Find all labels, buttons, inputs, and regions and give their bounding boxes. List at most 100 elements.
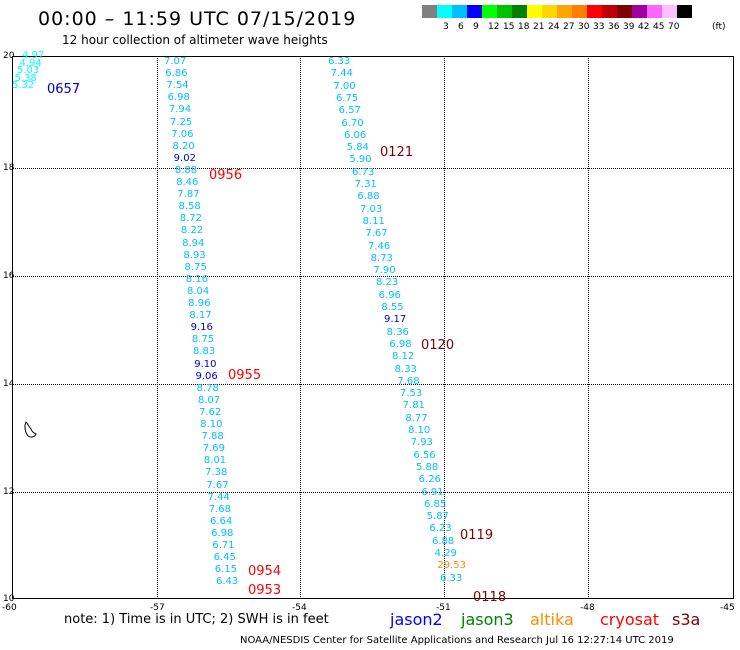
wave-height-value: 6.33 [440, 572, 463, 584]
wave-height-value: 6.33 [328, 56, 351, 67]
legend-label: 18 [518, 22, 530, 32]
wave-height-value: 8.11 [362, 215, 385, 227]
satellite-legend-jason2: jason2 [390, 610, 443, 629]
wave-height-value: 9.06 [195, 370, 218, 382]
color-legend: 3 6 9 12 15 18 21 24 27 30 33 36 39 42 45 70 [422, 5, 692, 32]
latitude-gridline [12, 384, 734, 385]
x-tick-label: -54 [292, 603, 307, 613]
legend-swatch: 33 [587, 5, 604, 32]
wave-height-value: 29.53 [437, 560, 466, 572]
longitude-gridline [588, 56, 589, 599]
wave-height-value: 7.07 [164, 56, 187, 67]
legend-swatch: 9 [467, 5, 482, 32]
wave-height-value: 7.44 [330, 68, 353, 80]
wave-height-value: 6.86 [165, 68, 188, 80]
wave-height-value: 8.94 [182, 237, 205, 249]
wave-height-value: 6.88 [357, 191, 380, 203]
wave-height-value: 6.43 [216, 576, 239, 588]
wave-height-value: 7.90 [373, 265, 396, 277]
x-tick-label: -51 [436, 603, 451, 613]
legend-label: 21 [533, 22, 545, 32]
wave-height-value: 8.20 [172, 140, 195, 152]
wave-height-value: 5.03 [17, 65, 40, 76]
legend-label: 36 [608, 22, 620, 32]
legend-swatch: 18 [512, 5, 529, 32]
legend-label: 15 [503, 22, 515, 32]
y-tick-label: 10 [3, 594, 15, 604]
wave-height-value: 8.16 [185, 273, 209, 285]
wave-height-value: 6.71 [212, 540, 235, 551]
wave-height-value: 8.10 [200, 419, 223, 430]
wave-height-value: 5.84 [346, 142, 369, 154]
pass-time-label: 0120 [421, 338, 455, 353]
legend-swatch: 3 [437, 5, 452, 32]
legend-label: 9 [473, 22, 479, 32]
wave-height-value: 8.17 [189, 310, 212, 322]
island-outline [24, 421, 37, 438]
page-subtitle: 12 hour collection of altimeter wave hei… [62, 33, 328, 47]
pass-time-label: 0956 [209, 168, 243, 183]
wave-height-value: 8.12 [392, 351, 415, 363]
wave-height-value: 7.38 [205, 467, 228, 479]
y-tick-label: 16 [3, 271, 15, 281]
wave-height-value: 6.88 [432, 535, 455, 547]
wave-height-value: 7.94 [168, 104, 192, 116]
legend-label: 45 [653, 22, 665, 32]
legend-label: 42 [638, 22, 650, 32]
legend-swatch [422, 5, 437, 18]
wave-height-value: 6.73 [352, 166, 375, 178]
pass-time-label: 0657 [47, 82, 81, 97]
legend-label: 24 [548, 22, 560, 32]
longitude-gridline [444, 56, 445, 599]
x-tick-label: -57 [150, 603, 165, 613]
legend-label: 3 [443, 22, 449, 32]
wave-height-value: 4.94 [19, 57, 42, 69]
wave-height-value: 6.98 [211, 527, 234, 539]
wave-height-value: 7.00 [333, 80, 356, 92]
wave-height-value: 7.67 [365, 228, 388, 240]
wave-height-value: 7.53 [400, 388, 423, 400]
legend-swatch: 24 [542, 5, 559, 32]
wave-height-value: 7.68 [397, 375, 420, 387]
satellite-legend-altika: altika [530, 610, 574, 629]
wave-height-value: 8.83 [193, 346, 216, 358]
legend-swatch: 15 [497, 5, 514, 32]
wave-height-value: 7.88 [201, 431, 224, 443]
wave-height-value: 6.06 [344, 129, 367, 141]
wave-height-value: 7.81 [402, 400, 425, 412]
wave-height-value: 7.69 [202, 443, 225, 455]
legend-swatch: 30 [572, 5, 589, 32]
wave-height-value: 8.77 [405, 412, 428, 424]
wave-height-value: 7.46 [368, 240, 391, 252]
wave-height-value: 7.68 [208, 503, 231, 515]
wave-height-value: 8.75 [191, 334, 215, 346]
wave-height-value: 6.57 [338, 105, 361, 117]
wave-height-value: 7.03 [360, 203, 383, 215]
wave-height-value: 7.31 [354, 179, 377, 190]
wave-height-value: 7.87 [177, 189, 200, 201]
x-tick-label: -45 [720, 603, 735, 613]
wave-height-value: 9.17 [384, 314, 407, 326]
y-tick-label: 20 [3, 51, 15, 61]
wave-height-value: 7.93 [410, 437, 433, 449]
wave-height-value: 6.70 [341, 117, 364, 129]
footer-credit: NOAA/NESDIS Center for Satellite Applica… [240, 635, 674, 646]
legend-label: 6 [458, 22, 464, 32]
wave-height-value: 7.44 [207, 491, 230, 503]
latitude-gridline [12, 276, 734, 277]
page-title: 00:00 – 11:59 UTC 07/15/2019 [38, 8, 357, 30]
wave-height-value: 6.45 [213, 552, 236, 564]
longitude-gridline [157, 56, 158, 599]
wave-height-value: 8.88 [174, 164, 198, 176]
wave-height-value: 6.15 [214, 564, 238, 576]
wave-height-value: 6.75 [336, 92, 359, 104]
legend-swatch: 70 [662, 5, 679, 32]
legend-swatch: 27 [557, 5, 574, 32]
legend-swatch [677, 5, 692, 18]
wave-height-value: 6.96 [378, 289, 401, 301]
pass-time-label: 0953 [248, 583, 282, 598]
wave-height-value: 8.96 [188, 298, 211, 309]
wave-height-value: 7.54 [166, 80, 189, 92]
wave-height-value: 9.16 [190, 322, 213, 334]
satellite-legend-cryosat: cryosat [600, 610, 660, 629]
